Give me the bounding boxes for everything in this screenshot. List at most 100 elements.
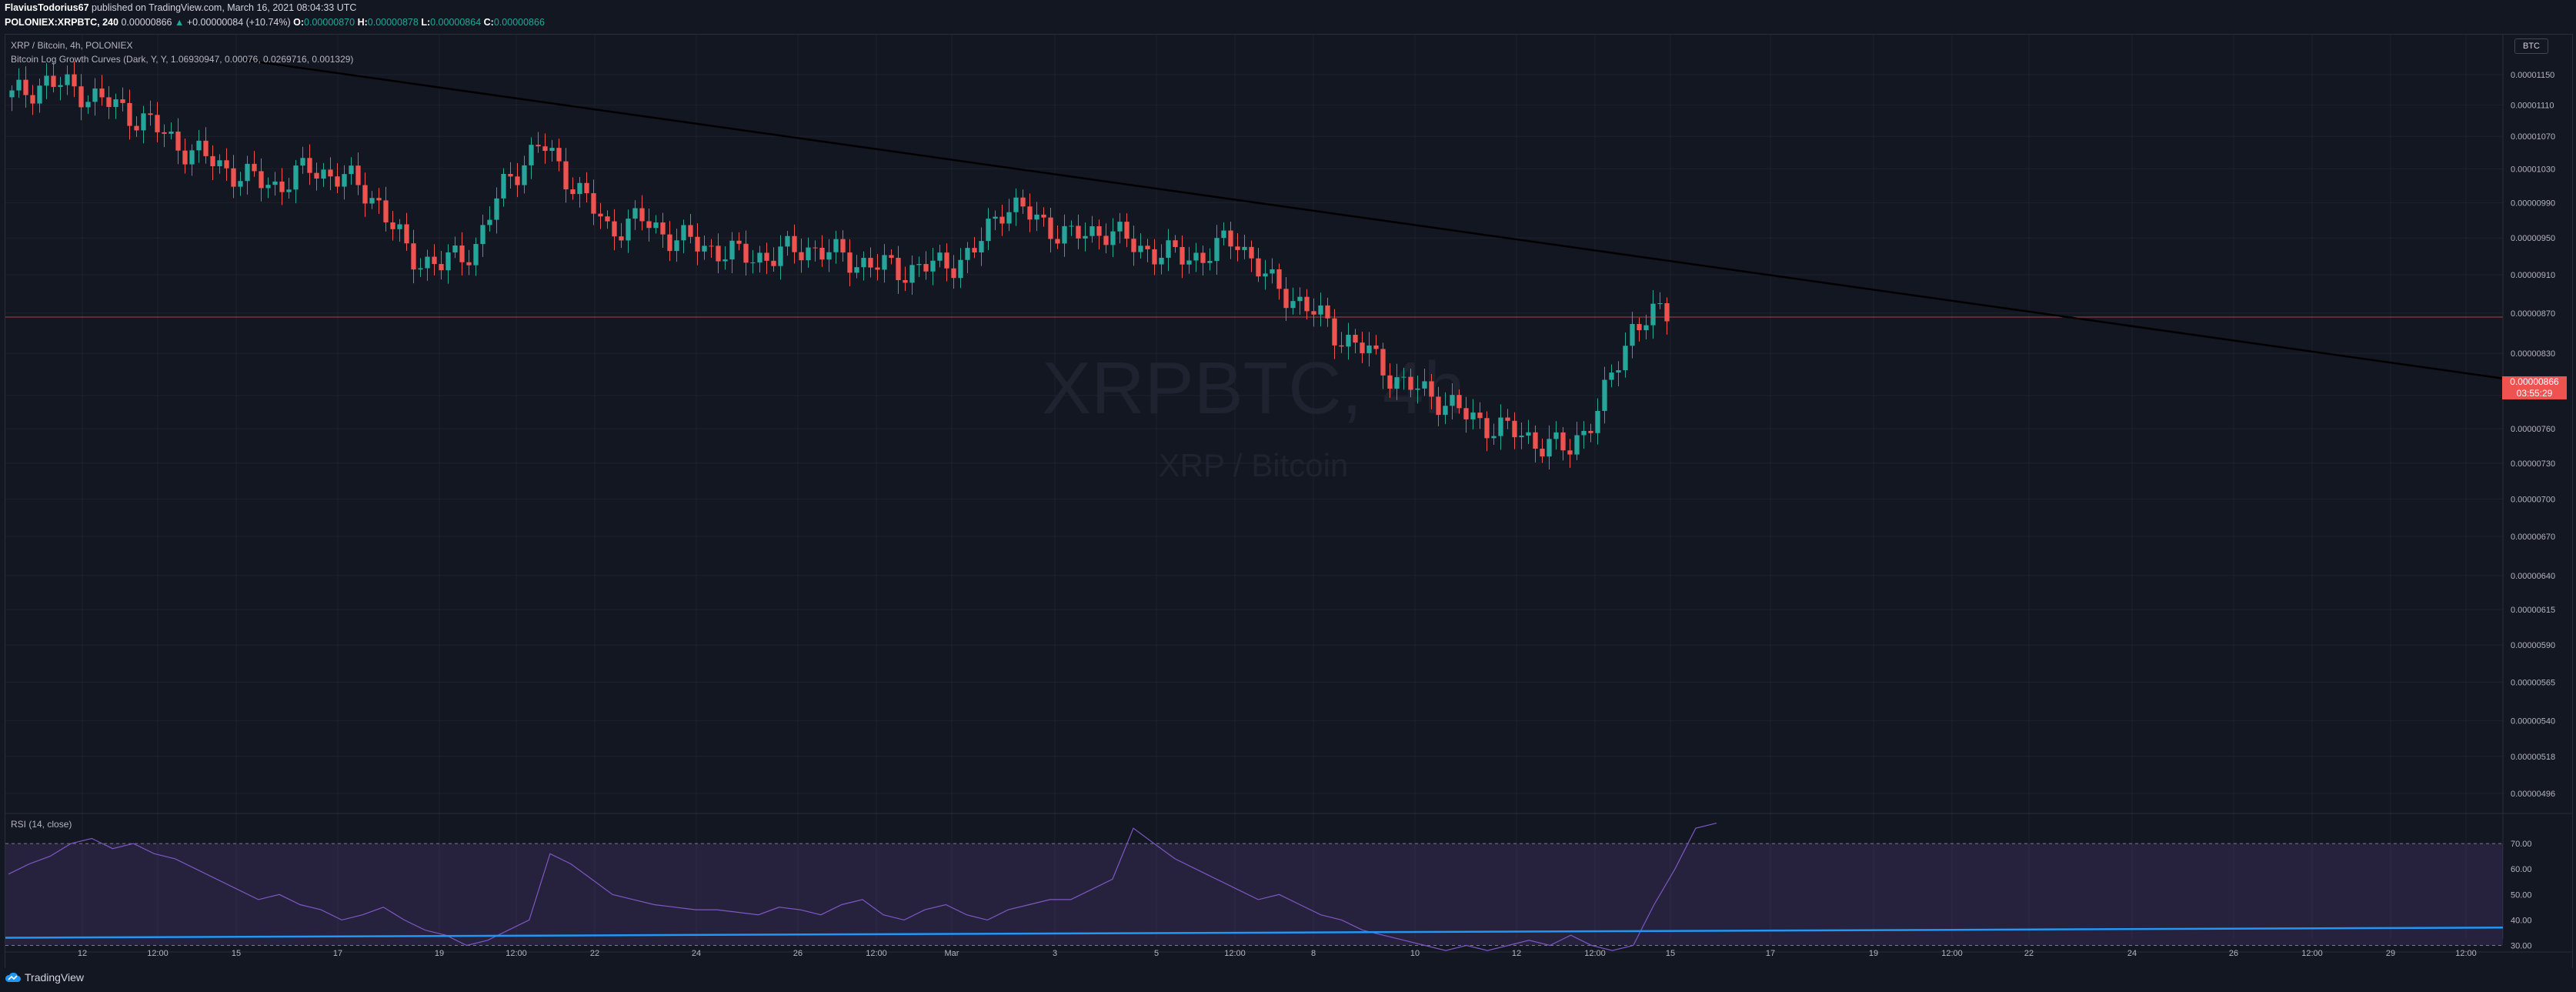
candle-body (1664, 302, 1670, 322)
trendline[interactable] (243, 58, 2504, 380)
candle-body (1235, 246, 1240, 250)
candle-body (813, 247, 818, 249)
time-tick: 12:00 (1224, 949, 1246, 958)
candle-body (612, 221, 617, 237)
open-value: 0.00000870 (304, 17, 355, 28)
candle-body (1450, 395, 1455, 406)
candle-body (473, 244, 479, 266)
candle-body (349, 165, 354, 175)
time-tick: 12:00 (1941, 949, 1963, 958)
rsi-tick: 60.00 (2511, 865, 2532, 874)
candle-body (750, 262, 756, 264)
low-label: L: (421, 17, 431, 28)
candle-body (1041, 214, 1046, 218)
price-chart[interactable]: XRPBTC, 4h XRP / Bitcoin 0.000011500.000… (5, 35, 2572, 977)
candle-body (806, 247, 811, 261)
candle-body (1096, 225, 1102, 236)
publish-line: FlaviusTodorius67 published on TradingVi… (5, 2, 356, 13)
symbol-label[interactable]: POLONIEX:XRPBTC, 240 (5, 17, 118, 28)
time-axis[interactable]: 12 12:00 15 17 19 12:00 22 24 26 12:00 Mar 3 5 12:00 8… (5, 949, 2572, 958)
candle-body (411, 243, 416, 270)
candle-body (1207, 261, 1213, 263)
price-tick: 0.00000615 (2511, 606, 2555, 615)
candle-body (432, 256, 437, 265)
candle-body (404, 224, 409, 244)
candle-body (383, 200, 389, 222)
candle-body (92, 89, 98, 102)
candle-body (1526, 432, 1531, 436)
time-tick: 22 (2024, 949, 2034, 958)
indicator-legend[interactable]: Bitcoin Log Growth Curves (Dark, Y, Y, 1… (11, 54, 354, 65)
time-tick: 15 (1666, 949, 1675, 958)
candle-body (1186, 260, 1192, 265)
symbol-line: POLONIEX:XRPBTC, 240 0.00000866 ▲ +0.000… (5, 17, 545, 28)
candle-body (529, 145, 534, 165)
time-tick: 17 (1766, 949, 1775, 958)
candle-body (979, 241, 984, 253)
candle-body (1283, 289, 1289, 309)
candle-body (1616, 370, 1621, 373)
currency-badge[interactable]: BTC (2514, 38, 2548, 54)
publish-info: published on TradingView.com, March 16, … (92, 2, 357, 13)
rsi-pane[interactable]: 70.00 60.00 50.00 40.00 30.00 (5, 813, 2572, 951)
chart-area[interactable]: XRPBTC, 4h XRP / Bitcoin 0.00001150 0.000… (5, 34, 2573, 977)
candle-body (1643, 325, 1649, 330)
candle-body (563, 161, 569, 190)
candle-body (1166, 240, 1171, 258)
candle-body (1567, 450, 1573, 455)
candle-body (1159, 257, 1164, 265)
candle-body (1117, 222, 1123, 232)
price-tick: 0.00001030 (2511, 165, 2555, 174)
price-tick: 0.00000870 (2511, 309, 2555, 319)
close-label: C: (483, 17, 494, 28)
brand-name: TradingView (25, 971, 85, 984)
price-tick: 0.00000950 (2511, 234, 2555, 243)
price-tick: 0.00000496 (2511, 790, 2555, 799)
candle-body (1006, 212, 1012, 224)
candle-body (1304, 296, 1310, 312)
price-tick: 0.00000910 (2511, 271, 2555, 280)
candle-body (688, 225, 693, 237)
candle-body (1193, 252, 1199, 261)
candle-body (951, 268, 956, 279)
candle-body (328, 169, 333, 177)
price-tick: 0.00000540 (2511, 717, 2555, 726)
candle-body (522, 165, 527, 185)
candle-body (1366, 345, 1372, 353)
candle-body (1470, 412, 1476, 419)
candle-body (729, 240, 735, 260)
candle-body (1360, 342, 1365, 353)
price-tick: 0.00000670 (2511, 533, 2555, 542)
price-axis[interactable]: 0.00001150 0.00001110 0.00001070 0.00001030… (2502, 35, 2572, 939)
candle-body (1089, 225, 1095, 236)
candle-body (1242, 246, 1247, 250)
tradingview-logo[interactable]: TradingView (5, 971, 84, 984)
candle-body (626, 219, 631, 241)
candle-body (155, 115, 160, 132)
candle-body (1547, 439, 1552, 457)
candle-body (1574, 435, 1580, 455)
author-name[interactable]: FlaviusTodorius67 (5, 2, 89, 13)
candle-body (1505, 417, 1510, 421)
price-tick: 0.00000640 (2511, 572, 2555, 581)
candle-body (716, 245, 721, 262)
candle-body (889, 255, 894, 258)
candle-body (1034, 214, 1039, 220)
candle-body (556, 148, 562, 162)
candle-body (1533, 432, 1538, 449)
candle-body (390, 222, 395, 229)
candle-body (757, 252, 762, 263)
candle-body (279, 181, 285, 192)
rsi-legend[interactable]: RSI (14, close) (11, 819, 72, 830)
candle-body (9, 90, 15, 98)
candle-body (1276, 269, 1282, 289)
candle-body (508, 174, 513, 177)
candle-body (1027, 206, 1033, 220)
candle-body (203, 140, 209, 156)
candle-body (1657, 302, 1663, 304)
candle-body (141, 113, 146, 131)
series-legend[interactable]: XRP / Bitcoin, 4h, POLONIEX (11, 40, 133, 51)
candle-body (861, 258, 866, 268)
candle-body (916, 264, 922, 266)
candle-body (1124, 222, 1130, 239)
